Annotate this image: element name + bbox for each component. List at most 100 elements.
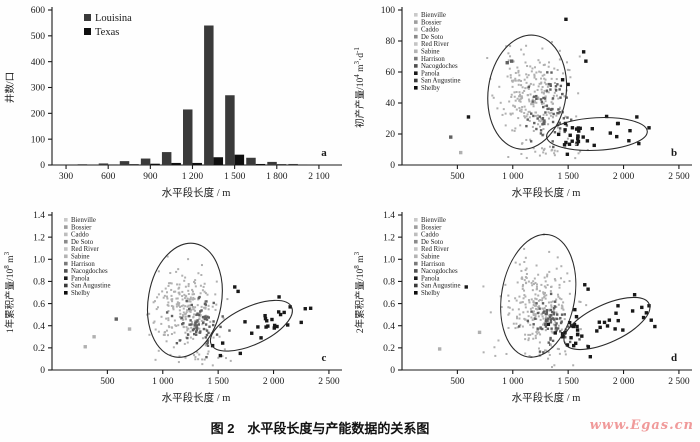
svg-text:1 000: 1 000: [502, 377, 524, 387]
svg-text:2 500: 2 500: [668, 172, 690, 182]
svg-text:Bossier: Bossier: [421, 224, 442, 231]
svg-text:1 000: 1 000: [152, 377, 174, 387]
svg-text:De Soto: De Soto: [421, 34, 444, 41]
svg-text:1 500: 1 500: [557, 377, 579, 387]
svg-text:Harrison: Harrison: [421, 261, 445, 268]
svg-text:Nacogdoches: Nacogdoches: [421, 268, 458, 275]
svg-text:1.0: 1.0: [33, 255, 45, 265]
svg-text:Caddo: Caddo: [71, 232, 89, 239]
svg-text:Sabine: Sabine: [421, 254, 440, 261]
svg-text:2 100: 2 100: [308, 172, 330, 182]
svg-text:San Augustine: San Augustine: [421, 283, 460, 290]
x-axis-label: 水平段长度 / m: [162, 186, 231, 199]
svg-text:Shelby: Shelby: [421, 290, 440, 297]
svg-text:20: 20: [386, 130, 396, 140]
svg-text:San Augustine: San Augustine: [421, 78, 460, 85]
svg-text:Bienville: Bienville: [421, 12, 446, 19]
svg-text:1 000: 1 000: [502, 172, 524, 182]
svg-text:1.4: 1.4: [383, 211, 395, 221]
panel-letter: a: [321, 147, 327, 159]
svg-text:Sabine: Sabine: [71, 254, 90, 261]
svg-text:Red River: Red River: [71, 246, 99, 253]
svg-text:60: 60: [386, 68, 396, 78]
svg-text:Red River: Red River: [421, 41, 449, 48]
axes: [48, 212, 342, 374]
svg-text:500: 500: [450, 377, 465, 387]
svg-text:Panola: Panola: [421, 70, 440, 77]
svg-text:600: 600: [31, 6, 46, 16]
svg-text:Sabine: Sabine: [421, 49, 440, 56]
svg-text:1.0: 1.0: [383, 255, 395, 265]
axes: [398, 7, 692, 169]
svg-text:600: 600: [101, 172, 116, 182]
svg-text:1.2: 1.2: [33, 233, 45, 243]
svg-text:400: 400: [31, 58, 46, 68]
tick-labels: 300 600 900 1 200 1 500 1 800 2 100 0 100 200 300 4…: [31, 6, 330, 199]
year1-cumulative-scatter-chart: 500 1 000 1 500 2 000 2 500 0 0.2 0.4 0.6 0.8 1.0 1…: [3, 211, 342, 404]
svg-text:500: 500: [31, 32, 46, 42]
svg-text:1 800: 1 800: [266, 172, 288, 182]
svg-text:1 500: 1 500: [224, 172, 246, 182]
svg-text:Bienville: Bienville: [71, 217, 96, 224]
svg-text:Texas: Texas: [95, 27, 119, 38]
svg-text:100: 100: [381, 6, 396, 16]
bars: [77, 25, 308, 165]
watermark-text: www.Egas.cn: [589, 418, 694, 433]
svg-text:200: 200: [31, 110, 46, 120]
tick-labels: 500 1 000 1 500 2 000 2 500 0 0.2 0.4 0.6 0.8 1.0 1…: [33, 211, 340, 404]
y-axis-label: 井数/口: [4, 72, 16, 103]
x-axis-label: 水平段长度 / m: [512, 391, 581, 404]
svg-text:1 200: 1 200: [182, 172, 204, 182]
cluster-ellipses: [147, 242, 293, 358]
svg-text:Panola: Panola: [421, 275, 440, 282]
svg-text:De Soto: De Soto: [71, 239, 94, 246]
svg-text:1.2: 1.2: [383, 233, 395, 243]
svg-text:2 000: 2 000: [263, 377, 285, 387]
svg-text:Shelby: Shelby: [421, 85, 440, 92]
svg-text:40: 40: [386, 99, 396, 109]
caption-row: 图 2 水平段长度与产能数据的关系图 www.Egas.cn: [0, 412, 700, 442]
svg-text:0.4: 0.4: [383, 322, 395, 332]
well-count-bar-chart: 300 600 900 1 200 1 500 1 800 2 100 0 100 200 300 4…: [4, 6, 342, 199]
svg-text:Nacogdoches: Nacogdoches: [421, 63, 458, 70]
svg-text:1 500: 1 500: [207, 377, 229, 387]
legend: Louisina Texas: [84, 13, 132, 38]
svg-text:2 000: 2 000: [613, 172, 635, 182]
svg-text:0: 0: [390, 366, 395, 376]
svg-text:80: 80: [386, 37, 396, 47]
scatter-points: [83, 255, 313, 367]
svg-text:900: 900: [143, 172, 158, 182]
svg-text:Nacogdoches: Nacogdoches: [71, 268, 108, 275]
svg-text:2 000: 2 000: [613, 377, 635, 387]
charts-grid: 300 600 900 1 200 1 500 1 800 2 100 0 100 200 300 4…: [3, 6, 692, 404]
svg-text:Harrison: Harrison: [71, 261, 95, 268]
figure-caption: 图 2 水平段长度与产能数据的关系图: [210, 421, 430, 436]
svg-text:0.6: 0.6: [383, 300, 395, 310]
svg-text:Caddo: Caddo: [421, 27, 439, 34]
svg-text:0: 0: [40, 366, 45, 376]
y-axis-label: 初产产量/104 m3·d-1: [353, 47, 366, 128]
cluster-ellipses: [500, 233, 651, 358]
y-axis-label: 1年累积产量/108 m3: [3, 251, 16, 333]
x-axis-label: 水平段长度 / m: [512, 186, 581, 199]
x-axis-label: 水平段长度 / m: [162, 391, 231, 404]
svg-text:0.2: 0.2: [33, 344, 45, 354]
svg-text:Bossier: Bossier: [71, 224, 92, 231]
scatter-points: [449, 17, 651, 160]
tick-labels: 500 1 000 1 500 2 000 2 500 0 0.2 0.4 0.6 0.8 1.0 1…: [383, 211, 690, 404]
panel-letter: b: [671, 147, 677, 159]
axes: [398, 212, 692, 374]
svg-text:500: 500: [450, 172, 465, 182]
svg-text:0.4: 0.4: [33, 322, 45, 332]
svg-text:0.8: 0.8: [33, 278, 45, 288]
svg-text:Red River: Red River: [421, 246, 449, 253]
svg-text:Caddo: Caddo: [421, 232, 439, 239]
panel-letter: d: [671, 352, 677, 364]
initial-production-scatter-chart: 500 1 000 1 500 2 000 2 500 0 20 40 60 80 100 水平段长度…: [353, 6, 692, 199]
svg-text:Panola: Panola: [71, 275, 90, 282]
tick-labels: 500 1 000 1 500 2 000 2 500 0 20 40 60 80 100 水平段长度…: [381, 6, 690, 199]
scatter-points: [437, 233, 657, 369]
